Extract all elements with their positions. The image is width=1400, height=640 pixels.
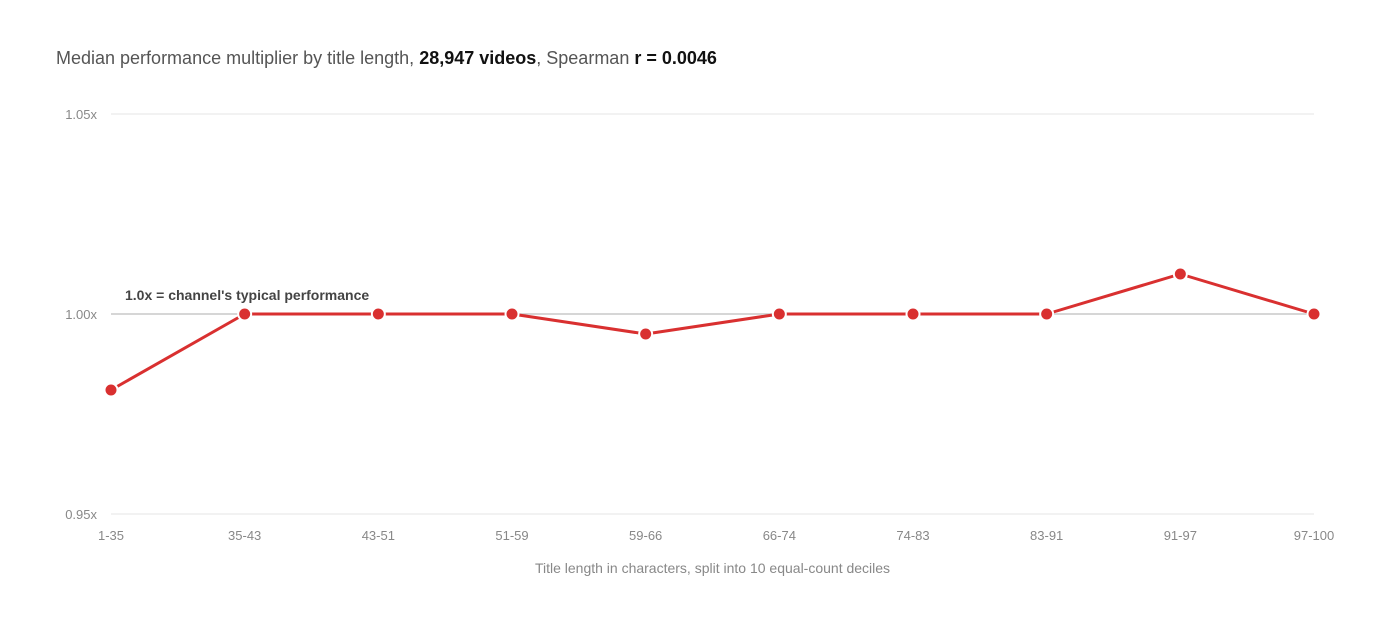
x-tick-label: 91-97 — [1164, 528, 1197, 543]
data-point — [103, 382, 119, 398]
chart-title: Median performance multiplier by title l… — [56, 48, 717, 69]
reference-line-annotation: 1.0x = channel's typical performance — [125, 287, 369, 303]
x-tick-label: 97-100 — [1294, 528, 1334, 543]
y-tick-label: 0.95x — [65, 507, 97, 522]
title-spearman-stat: r = 0.0046 — [634, 48, 717, 68]
data-point — [237, 306, 253, 322]
x-tick-label: 51-59 — [495, 528, 528, 543]
data-point — [504, 306, 520, 322]
x-tick-label: 74-83 — [896, 528, 929, 543]
data-point — [905, 306, 921, 322]
series-layer — [103, 266, 1322, 398]
x-tick-label: 83-91 — [1030, 528, 1063, 543]
data-point — [771, 306, 787, 322]
series-line — [109, 272, 1316, 392]
data-point — [1039, 306, 1055, 322]
title-prefix: Median performance multiplier by title l… — [56, 48, 420, 68]
x-tick-label: 43-51 — [362, 528, 395, 543]
y-tick-label: 1.05x — [65, 107, 97, 122]
title-mid: , Spearman — [536, 48, 635, 68]
title-video-count: 28,947 videos — [419, 48, 537, 68]
data-point — [1306, 306, 1322, 322]
data-point — [638, 326, 654, 342]
x-tick-label: 1-35 — [98, 528, 124, 543]
x-tick-label: 35-43 — [228, 528, 261, 543]
x-tick-label: 59-66 — [629, 528, 662, 543]
y-tick-label: 1.00x — [65, 307, 97, 322]
data-point — [1172, 266, 1188, 282]
x-axis-label: Title length in characters, split into 1… — [535, 560, 890, 576]
x-tick-label: 66-74 — [763, 528, 796, 543]
data-point — [370, 306, 386, 322]
